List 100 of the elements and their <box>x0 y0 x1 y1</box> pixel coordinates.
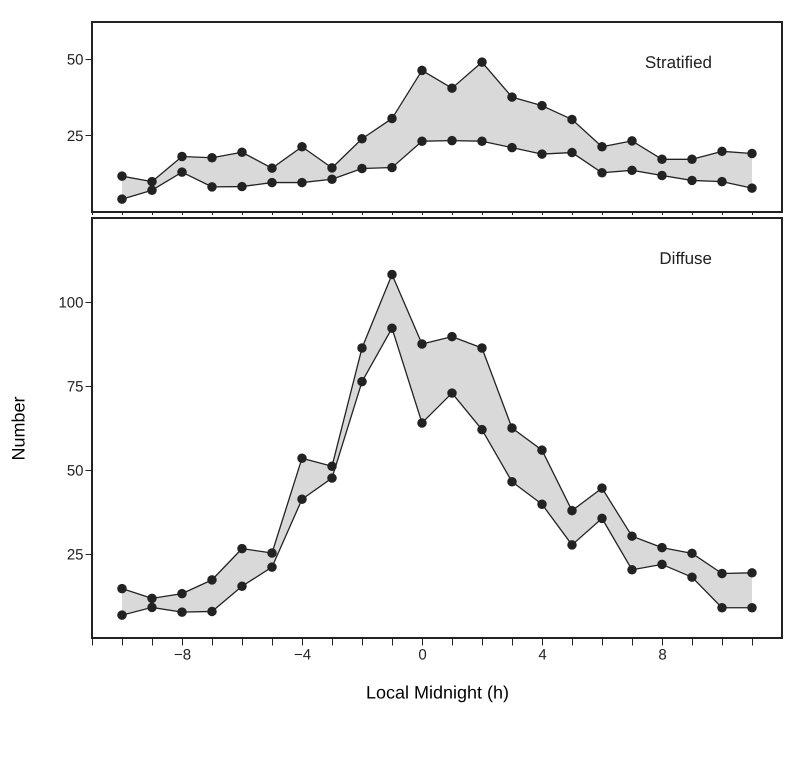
point <box>537 500 547 510</box>
y-tick-label: 75 <box>66 378 84 396</box>
point <box>657 170 667 180</box>
point <box>537 149 547 159</box>
point <box>417 339 427 349</box>
point <box>327 462 337 472</box>
point <box>237 582 247 591</box>
point <box>357 343 367 353</box>
point <box>477 136 487 146</box>
point <box>447 83 457 93</box>
point <box>687 548 697 558</box>
point <box>717 176 727 186</box>
point <box>117 610 127 620</box>
text: Diffuse <box>659 249 712 268</box>
point <box>327 174 337 184</box>
point <box>207 575 217 585</box>
point <box>387 270 397 280</box>
x-tick-label: 4 <box>538 646 547 664</box>
point <box>657 560 667 570</box>
point <box>747 148 757 158</box>
point <box>417 136 427 146</box>
x-tick-label: 0 <box>418 646 427 664</box>
point <box>537 445 547 455</box>
point <box>417 418 427 428</box>
point <box>597 168 607 178</box>
y-axis-title: Number <box>8 396 28 461</box>
point <box>657 542 667 552</box>
x-tick-label: 8 <box>658 646 667 664</box>
point <box>687 572 697 582</box>
point <box>627 531 637 541</box>
point <box>267 163 277 173</box>
point <box>357 376 367 386</box>
point <box>207 153 217 162</box>
point <box>267 178 277 188</box>
point <box>177 588 187 598</box>
point <box>477 424 487 434</box>
point <box>177 152 187 162</box>
point <box>237 148 247 157</box>
point <box>447 388 457 398</box>
y-tick-label: 25 <box>66 128 84 145</box>
point <box>147 186 157 195</box>
y-tick-label: 50 <box>66 51 84 68</box>
x-tick-label: −4 <box>294 646 312 664</box>
point <box>657 154 667 164</box>
point <box>597 142 607 152</box>
point <box>597 483 607 493</box>
point <box>717 146 727 156</box>
point <box>567 114 577 124</box>
point <box>117 171 127 181</box>
point <box>627 136 637 146</box>
point <box>237 544 247 554</box>
point <box>507 92 517 102</box>
point <box>297 494 307 504</box>
point <box>747 568 757 578</box>
text: Stratified <box>644 53 712 72</box>
point <box>567 540 577 550</box>
point <box>387 114 397 124</box>
y-tick-label: 50 <box>66 462 84 480</box>
point <box>387 162 397 172</box>
point <box>567 506 577 516</box>
point <box>117 194 127 204</box>
point <box>177 167 187 177</box>
point <box>717 603 727 612</box>
point <box>357 134 367 144</box>
point <box>267 562 277 572</box>
point <box>147 176 157 186</box>
point <box>507 423 517 433</box>
point <box>237 182 247 192</box>
point <box>207 182 217 192</box>
point <box>627 166 637 176</box>
point <box>297 142 307 152</box>
point <box>507 477 517 486</box>
point <box>447 332 457 342</box>
y-tick-label: 100 <box>58 294 84 312</box>
x-axis-title: Local Midnight (h) <box>366 682 510 702</box>
y-tick-label: 25 <box>66 546 84 564</box>
point <box>567 148 577 158</box>
point <box>267 548 277 558</box>
point <box>147 602 157 612</box>
point <box>747 603 757 612</box>
point <box>117 584 127 594</box>
point <box>477 343 487 353</box>
point <box>477 57 487 67</box>
point <box>687 154 697 164</box>
point <box>717 568 727 578</box>
point <box>327 163 337 173</box>
point <box>747 183 757 193</box>
point <box>387 323 397 333</box>
point <box>687 176 697 186</box>
point <box>297 454 307 463</box>
point <box>417 66 427 76</box>
point <box>177 607 187 617</box>
point <box>597 514 607 524</box>
point <box>297 178 307 188</box>
point <box>507 142 517 152</box>
point <box>327 473 337 483</box>
point <box>207 606 217 616</box>
point <box>147 594 157 604</box>
point <box>537 100 547 110</box>
point <box>627 565 637 575</box>
